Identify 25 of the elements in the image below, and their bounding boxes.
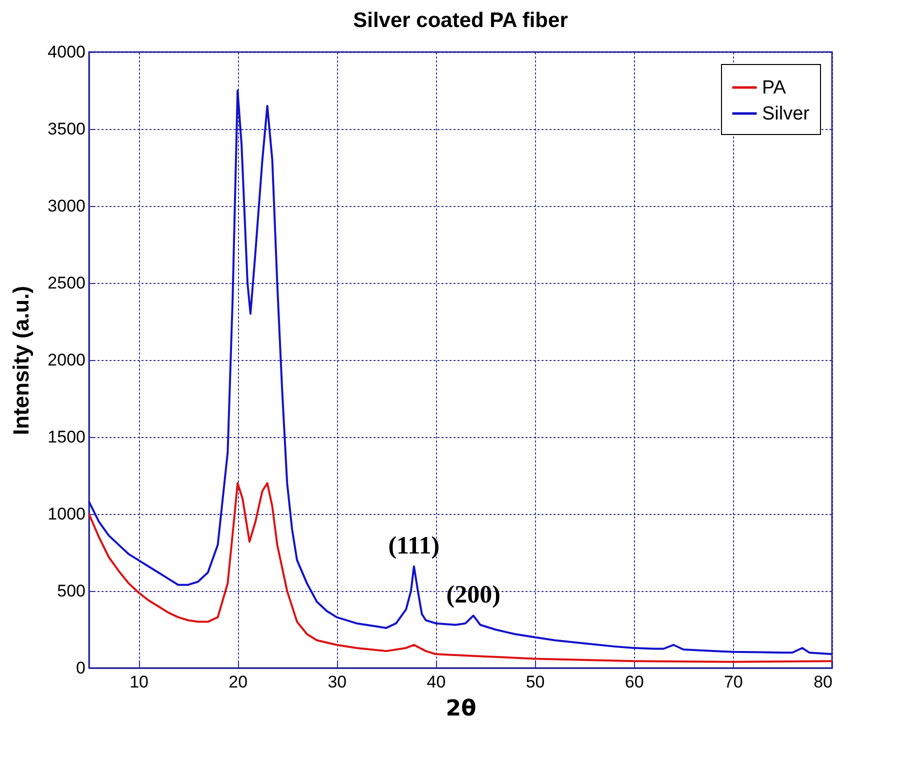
y-tick-label: 2000 [48,350,86,370]
annotation: (111) [388,532,440,560]
y-axis-title: Intensity (a.u.) [8,286,34,436]
x-tick-label: 80 [814,672,832,692]
line-series [88,482,833,663]
annotation: (200) [446,582,500,609]
legend-label: PA [762,78,786,98]
y-tick-label: 3000 [48,196,86,216]
y-tick-label: 500 [57,582,86,600]
x-tick-label: 50 [526,672,545,692]
x-tick-label: 30 [328,672,347,692]
legend-label: Silver [762,104,810,124]
y-tick-label: 1500 [48,428,86,446]
x-tick-label: 40 [426,672,446,692]
x-tick-label: 20 [228,672,248,692]
y-tick-label: 3500 [48,120,86,138]
x-tick-label: 60 [624,672,644,692]
x-axis-title: 2θ [446,696,476,722]
y-tick-label: 4000 [48,42,86,62]
y-tick-label: 0 [76,658,86,678]
chart-title: Silver coated PA fiber [353,9,568,32]
x-tick-label: 10 [130,672,148,692]
y-tick-label: 2500 [48,274,86,292]
y-tick-label: 1000 [48,504,86,524]
x-tick-label: 70 [724,672,743,692]
